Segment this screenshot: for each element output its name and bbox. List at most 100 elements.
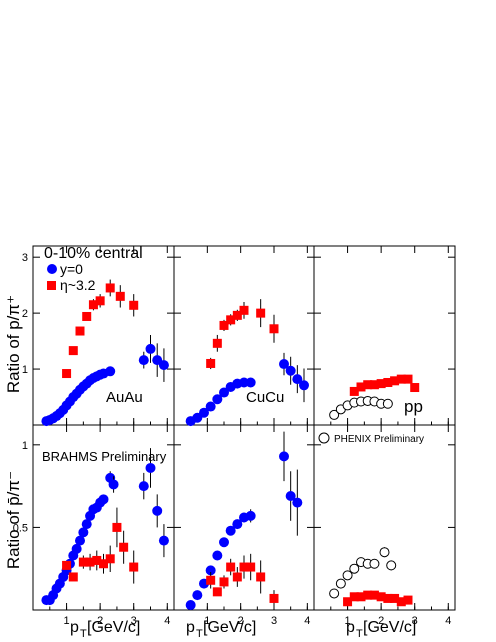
point-pp-eta <box>369 590 379 600</box>
point-AuAu-y0 <box>105 366 116 377</box>
x-tick-label: 2 <box>378 615 384 627</box>
point-pp-eta <box>383 377 393 387</box>
point-CuCu-eta <box>246 562 256 572</box>
point-pp-phenix <box>349 563 360 574</box>
point-AuAu-y0 <box>138 481 149 492</box>
point-AuAu-eta <box>62 560 72 570</box>
point-CuCu-y0 <box>245 510 256 521</box>
point-AuAu-eta <box>85 557 95 567</box>
y-tick-label: 1 <box>22 364 28 376</box>
y-axis-label-bottom: Ratio of p̄/π⁻ <box>4 471 23 569</box>
svg-text:T: T <box>80 628 87 640</box>
point-AuAu-eta <box>99 559 108 569</box>
point-CuCu-y0 <box>292 374 303 385</box>
point-AuAu-eta <box>88 300 98 310</box>
point-CuCu-eta <box>239 305 249 315</box>
x-tick-label: 1 <box>345 615 351 627</box>
y-tick-label: 0.5 <box>13 522 28 534</box>
x-tick-label: 4 <box>445 615 451 627</box>
point-AuAu-y0 <box>158 360 169 371</box>
point-CuCu-eta <box>269 324 279 334</box>
point-pp-eta <box>390 376 400 386</box>
point-AuAu-eta <box>68 346 78 356</box>
point-AuAu-eta <box>129 300 139 310</box>
panel-label-pp: pp <box>404 397 423 416</box>
svg-text:p: p <box>346 619 355 636</box>
legend-y0-marker <box>47 264 57 274</box>
panel-frame-top-1 <box>173 245 315 426</box>
point-AuAu-eta <box>68 572 78 582</box>
point-pp-phenix <box>329 588 340 599</box>
point-pp-eta <box>363 590 373 600</box>
point-CuCu-y0 <box>205 401 216 412</box>
point-pp-phenix <box>335 578 346 589</box>
x-tick-label: 2 <box>97 615 103 627</box>
x-tick-label: 3 <box>412 615 418 627</box>
phenix-legend-marker <box>318 432 330 444</box>
point-CuCu-y0 <box>299 380 309 391</box>
point-AuAu-y0 <box>78 527 89 538</box>
point-AuAu-eta <box>78 557 88 567</box>
point-CuCu-eta <box>206 575 216 585</box>
phenix-preliminary-label: PHENIX Preliminary <box>334 434 424 445</box>
brahms-preliminary-label: BRAHMS Preliminary <box>42 449 167 464</box>
point-pp-eta <box>396 597 406 607</box>
point-AuAu-y0 <box>75 535 85 546</box>
point-CuCu-y0 <box>219 387 229 398</box>
point-CuCu-eta <box>219 320 229 330</box>
legend-eta-label: η~3.2 <box>60 277 96 293</box>
svg-text:p: p <box>70 619 79 636</box>
point-AuAu-y0 <box>81 519 92 530</box>
centrality-label: 0-10% central <box>44 245 143 262</box>
point-CuCu-eta <box>212 338 222 348</box>
point-AuAu-eta <box>82 311 92 321</box>
point-CuCu-eta <box>239 562 249 572</box>
point-CuCu-y0 <box>292 497 303 508</box>
point-CuCu-y0 <box>212 550 223 561</box>
y-tick-label: 3 <box>22 252 28 264</box>
point-CuCu-eta <box>256 308 266 318</box>
point-pp-eta <box>390 593 400 603</box>
point-CuCu-y0 <box>279 451 289 462</box>
point-CuCu-eta <box>206 358 216 368</box>
point-AuAu-eta <box>75 326 85 336</box>
x-tick-label: 1 <box>64 615 70 627</box>
point-CuCu-y0 <box>205 565 216 576</box>
x-axis-label-2: p T [GeV/c] <box>186 619 256 640</box>
point-pp-eta <box>383 593 393 603</box>
x-axis-label-1: p T [GeV/c] <box>70 619 140 640</box>
point-AuAu-y0 <box>138 355 149 366</box>
svg-text:T: T <box>196 628 203 640</box>
x-tick-label: 1 <box>204 615 210 627</box>
point-pp-phenix <box>386 560 397 571</box>
point-CuCu-y0 <box>192 590 203 601</box>
svg-text:[GeV/c]: [GeV/c] <box>363 619 416 636</box>
point-pp-eta <box>376 379 386 389</box>
x-tick-label: 4 <box>164 615 170 627</box>
point-CuCu-eta <box>232 572 242 582</box>
point-AuAu-eta <box>129 562 139 572</box>
point-CuCu-y0 <box>285 491 296 502</box>
point-pp-phenix <box>329 409 340 420</box>
point-pp-phenix <box>342 570 353 581</box>
point-CuCu-eta <box>219 577 229 587</box>
point-AuAu-eta <box>115 291 125 301</box>
point-CuCu-y0 <box>225 525 236 536</box>
point-AuAu-y0 <box>145 343 156 354</box>
point-AuAu-y0 <box>98 494 109 505</box>
point-AuAu-eta <box>105 283 115 293</box>
point-CuCu-eta <box>226 562 236 572</box>
point-pp-eta <box>363 380 373 390</box>
point-pp-phenix <box>369 558 380 569</box>
point-CuCu-y0 <box>232 519 243 530</box>
svg-text:p: p <box>186 619 195 636</box>
panel-label-auau: AuAu <box>106 389 143 406</box>
point-CuCu-eta <box>232 310 242 320</box>
point-CuCu-eta <box>212 587 222 597</box>
point-pp-eta <box>349 386 359 396</box>
y-axis-label-top: Ratio of p/π⁺ <box>4 295 23 393</box>
point-CuCu-y0 <box>285 365 296 376</box>
point-pp-eta <box>343 597 353 607</box>
point-AuAu-eta <box>105 554 115 564</box>
